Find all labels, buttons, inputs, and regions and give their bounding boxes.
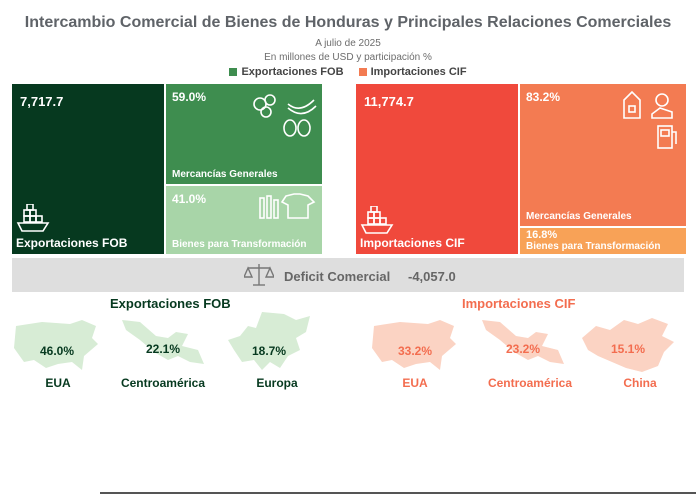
central-america-map-icon <box>122 320 204 364</box>
legend-swatch-exports <box>229 68 238 77</box>
china-map-icon <box>582 318 674 372</box>
import-region-centroamerica: Centroamérica <box>487 376 573 390</box>
import-total-value: 11,774.7 <box>364 94 414 109</box>
export-segment-transformation: 41.0% Bienes para Transformación <box>166 186 322 254</box>
goods-icon <box>623 90 677 149</box>
central-america-map-icon <box>482 320 564 364</box>
export-segment-general: 59.0% Mercancías Generales <box>166 84 322 184</box>
bottom-divider <box>100 492 696 494</box>
scale-icon <box>244 264 274 286</box>
export-share-europa: 18.7% <box>251 344 287 358</box>
textiles-icon <box>259 193 316 219</box>
imports-partners-title: Importaciones CIF <box>462 296 576 311</box>
cargo-ship-icon <box>360 206 394 234</box>
export-map-europa: 18.7% <box>226 310 312 374</box>
export-total-value: 7,717.7 <box>20 94 64 109</box>
import-map-centroamerica: 23.2% <box>478 316 568 372</box>
legend-swatch-imports <box>358 68 367 77</box>
import-map-china: 15.1% <box>580 316 676 374</box>
export-region-eua: EUA <box>45 376 71 390</box>
export-region-europa: Europa <box>256 376 298 390</box>
usa-map-icon <box>372 320 456 370</box>
import-segment-general-label: Mercancías Generales <box>526 211 632 222</box>
export-segment-transformation-label: Bienes para Transformación <box>172 239 307 250</box>
export-segment-general-value: 59.0% <box>172 90 207 104</box>
europe-map-icon <box>228 312 310 370</box>
import-total-tile: 11,774.7 Importaciones CIF <box>356 84 518 254</box>
import-segment-general: 83.2% Mercancías Generales <box>520 84 686 226</box>
legend-label-imports: Importaciones CIF <box>370 66 467 78</box>
subtitle-units: En millones de USD y participación % <box>264 52 432 63</box>
deficit-value: -4,057.0 <box>408 269 456 284</box>
export-region-centroamerica: Centroamérica <box>120 376 206 390</box>
deficit-bar: Deficit Comercial -4,057.0 <box>12 258 684 292</box>
legend: Exportaciones FOB Importaciones CIF <box>0 66 696 78</box>
page-title: Intercambio Comercial de Bienes de Hondu… <box>24 14 672 31</box>
import-map-eua: 33.2% <box>370 318 460 372</box>
import-region-china: China <box>623 376 657 390</box>
legend-item-imports: Importaciones CIF <box>358 66 467 78</box>
export-segment-general-label: Mercancías Generales <box>172 169 278 180</box>
cargo-ship-icon <box>16 204 50 232</box>
deficit-label: Deficit Comercial <box>284 269 391 284</box>
import-region-eua: EUA <box>402 376 428 390</box>
export-segment-transformation-value: 41.0% <box>172 192 207 206</box>
import-segment-transformation: 16.8% Bienes para Transformación <box>520 228 686 254</box>
export-total-label: Exportaciones FOB <box>16 236 128 250</box>
import-total-label: Importaciones CIF <box>360 236 465 250</box>
import-share-centroamerica: 23.2% <box>505 342 541 356</box>
usa-map-icon <box>14 320 98 370</box>
exports-partners-title: Exportaciones FOB <box>110 296 231 311</box>
subtitle-date: A julio de 2025 <box>315 38 381 49</box>
export-total-tile: 7,717.7 Exportaciones FOB <box>12 84 164 254</box>
import-segment-general-value: 83.2% <box>526 90 561 104</box>
export-map-centroamerica: 22.1% <box>118 316 208 372</box>
import-segment-transformation-label: Bienes para Transformación <box>526 241 661 252</box>
legend-label-exports: Exportaciones FOB <box>241 66 344 78</box>
legend-item-exports: Exportaciones FOB <box>229 66 344 78</box>
export-map-eua: 46.0% <box>12 318 102 372</box>
food-produce-icon <box>253 94 317 137</box>
import-share-eua: 33.2% <box>397 344 433 358</box>
import-share-china: 15.1% <box>610 342 646 356</box>
export-share-eua: 46.0% <box>39 344 75 358</box>
export-share-centroamerica: 22.1% <box>145 342 181 356</box>
import-segment-transformation-value: 16.8% <box>526 229 558 241</box>
